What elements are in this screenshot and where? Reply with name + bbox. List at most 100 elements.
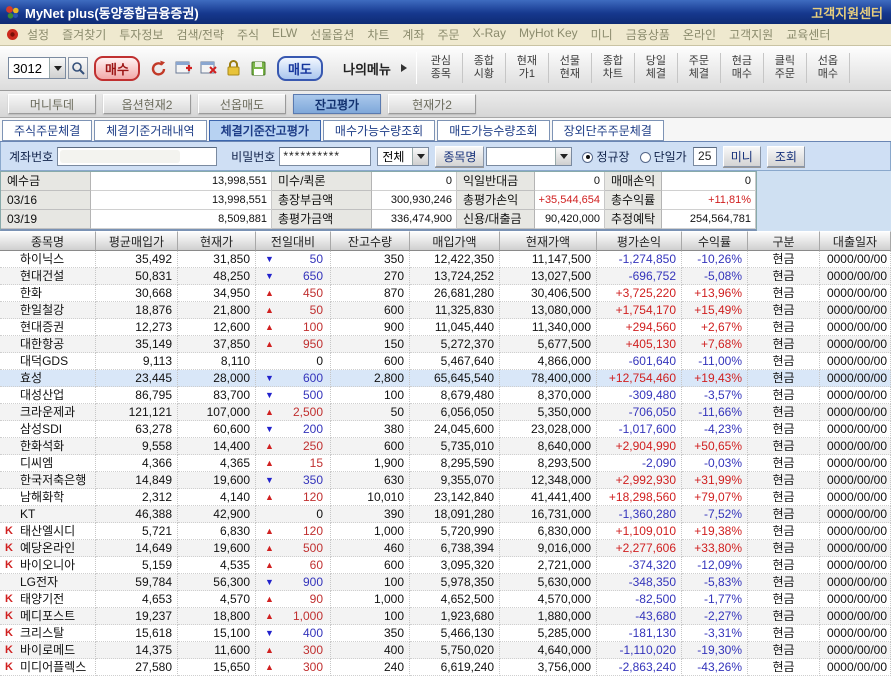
buy-button[interactable]: 매수 xyxy=(94,55,140,81)
stock-select[interactable] xyxy=(486,146,573,166)
menu-item[interactable]: 미니 xyxy=(590,28,613,42)
sub-tab[interactable]: 체결기준잔고평가 xyxy=(208,120,321,141)
table-row[interactable]: 크라운제과 121,121 107,000 2,500 50 6,056,050… xyxy=(0,404,891,421)
quick-screen-button[interactable]: 클릭 주문 xyxy=(764,53,807,83)
column-header[interactable]: 평가손익 xyxy=(597,231,682,251)
menu-item[interactable]: 차트 xyxy=(367,28,390,42)
my-menu-button[interactable]: 나의메뉴 xyxy=(343,61,391,77)
menu-item[interactable]: 투자정보 xyxy=(119,28,164,42)
column-header[interactable]: 종목명 xyxy=(0,231,96,251)
table-row[interactable]: 디씨엠 4,366 4,365 15 1,900 8,295,590 8,293… xyxy=(0,455,891,472)
menu-item[interactable]: 설정 xyxy=(27,28,50,42)
radio-single-label[interactable]: 단일가 xyxy=(653,149,687,164)
mini-button[interactable]: 미니 xyxy=(722,145,761,167)
sell-button[interactable]: 매도 xyxy=(277,55,323,81)
stock-dropdown-button[interactable] xyxy=(555,147,572,165)
table-row[interactable]: K 바이오니아 5,159 4,535 60 600 3,095,320 2,72… xyxy=(0,557,891,574)
menu-item[interactable]: 선물옵션 xyxy=(310,28,355,42)
expand-arrow-icon[interactable] xyxy=(400,64,407,72)
quick-screen-button[interactable]: 현금 매수 xyxy=(721,53,764,83)
column-header[interactable]: 수익률 xyxy=(682,231,748,251)
table-row[interactable]: K 태산엘시디 5,721 6,830 120 1,000 5,720,990 6… xyxy=(0,523,891,540)
table-row[interactable]: K 예당온라인 14,649 19,600 500 460 6,738,394 9… xyxy=(0,540,891,557)
scope-select[interactable]: 전체 xyxy=(377,146,430,166)
table-row[interactable]: KT 46,388 42,900 0 390 18,091,280 16,731… xyxy=(0,506,891,523)
window-tab[interactable]: 현재가2 xyxy=(388,94,476,114)
scope-dropdown-button[interactable] xyxy=(412,147,429,165)
window-tab[interactable]: 선옵매도 xyxy=(198,94,286,114)
password-input[interactable]: ********** xyxy=(279,146,372,166)
save-icon[interactable] xyxy=(249,59,268,78)
account-number-input[interactable] xyxy=(57,146,218,166)
table-row[interactable]: 대한항공 35,149 37,850 950 150 5,272,370 5,6… xyxy=(0,336,891,353)
quick-screen-button[interactable]: 선물 현재 xyxy=(549,53,592,83)
table-row[interactable]: 효성 23,445 28,000 600 2,800 65,645,540 78… xyxy=(0,370,891,387)
table-row[interactable]: 대성산업 86,795 83,700 500 100 8,679,480 8,3… xyxy=(0,387,891,404)
sub-tab[interactable]: 매도가능수량조회 xyxy=(437,120,550,141)
menu-item[interactable]: 교육센터 xyxy=(786,28,831,42)
window-tab[interactable]: 옵션현재2 xyxy=(103,94,191,114)
delete-item-icon[interactable] xyxy=(199,59,218,78)
menu-item[interactable]: 주문 xyxy=(437,28,460,42)
sub-tab[interactable]: 주식주문체결 xyxy=(2,120,93,141)
table-row[interactable]: 남해화학 2,312 4,140 120 10,010 23,142,840 4… xyxy=(0,489,891,506)
table-row[interactable]: K 크리스탈 15,618 15,100 400 350 5,466,130 5,… xyxy=(0,625,891,642)
column-header[interactable]: 현재가액 xyxy=(500,231,597,251)
column-header[interactable]: 평균매입가 xyxy=(96,231,178,251)
table-row[interactable]: 한화석화 9,558 14,400 250 600 5,735,010 8,64… xyxy=(0,438,891,455)
screen-search-button[interactable] xyxy=(68,57,88,79)
row-count-input[interactable]: 25 xyxy=(692,146,717,166)
add-item-icon[interactable] xyxy=(174,59,193,78)
quick-screen-button[interactable]: 종합 차트 xyxy=(592,53,635,83)
column-header[interactable]: 대출일자 xyxy=(820,231,891,251)
window-tab[interactable]: 머니투데 xyxy=(8,94,96,114)
stock-name-button[interactable]: 종목명 xyxy=(435,145,485,167)
menu-item[interactable]: X-Ray xyxy=(472,26,506,40)
menu-item[interactable]: MyHot Key xyxy=(518,26,578,40)
menu-item[interactable]: 주식 xyxy=(236,28,260,42)
radio-regular-label[interactable]: 정규장 xyxy=(596,149,630,164)
table-row[interactable]: K 태양기전 4,653 4,570 90 1,000 4,652,500 4,5… xyxy=(0,591,891,608)
sub-tab[interactable]: 매수가능수량조회 xyxy=(322,120,436,141)
menu-item[interactable]: 계좌 xyxy=(402,28,425,42)
table-row[interactable]: 한국저축은행 14,849 19,600 350 630 9,355,070 1… xyxy=(0,472,891,489)
table-row[interactable]: K 메디포스트 19,237 18,800 1,000 100 1,923,680… xyxy=(0,608,891,625)
quick-screen-button[interactable]: 현재 가1 xyxy=(506,53,549,83)
sub-tab[interactable]: 장외단주주문체결 xyxy=(551,120,664,141)
quick-screen-button[interactable]: 관심 종목 xyxy=(420,53,463,83)
sub-tab[interactable]: 체결기준거래내역 xyxy=(94,120,207,141)
quick-screen-button[interactable]: 당일 체결 xyxy=(635,53,678,83)
lock-icon[interactable] xyxy=(224,59,243,78)
radio-regular-market[interactable] xyxy=(582,151,594,163)
screen-code-combobox[interactable]: 3012 xyxy=(8,57,66,79)
radio-single-price[interactable] xyxy=(639,151,651,163)
menu-item[interactable]: 검색/전략 xyxy=(176,28,224,42)
table-row[interactable]: 한일철강 18,876 21,800 50 600 11,325,830 13,… xyxy=(0,302,891,319)
table-row[interactable]: 한화 30,668 34,950 450 870 26,681,280 30,4… xyxy=(0,285,891,302)
table-row[interactable]: LG전자 59,784 56,300 900 100 5,978,350 5,6… xyxy=(0,574,891,591)
table-row[interactable]: 현대건설 50,831 48,250 650 270 13,724,252 13… xyxy=(0,268,891,285)
column-header[interactable]: 현재가 xyxy=(178,231,256,251)
quick-screen-button[interactable]: 종합 시황 xyxy=(463,53,506,83)
column-header[interactable]: 전일대비 xyxy=(256,231,331,251)
column-header[interactable]: 구분 xyxy=(748,231,820,251)
table-row[interactable]: 하이닉스 35,492 31,850 50 350 12,422,350 11,… xyxy=(0,251,891,268)
query-button[interactable]: 조회 xyxy=(766,145,805,167)
quick-screen-button[interactable]: 주문 체결 xyxy=(678,53,721,83)
column-header[interactable]: 매입가액 xyxy=(410,231,500,251)
quick-screen-button[interactable]: 선옵 매수 xyxy=(807,53,850,83)
table-row[interactable]: 현대증권 12,273 12,600 100 900 11,045,440 11… xyxy=(0,319,891,336)
refresh-icon[interactable] xyxy=(149,59,168,78)
menu-item[interactable]: 금융상품 xyxy=(625,28,670,42)
menu-item[interactable]: 즐겨찾기 xyxy=(62,28,107,42)
menu-item[interactable]: ELW xyxy=(272,26,298,40)
table-row[interactable]: K 바이로메드 14,375 11,600 300 400 5,750,020 4… xyxy=(0,642,891,659)
column-header[interactable]: 잔고수량 xyxy=(331,231,410,251)
window-tab[interactable]: 잔고평가 xyxy=(293,94,381,114)
table-row[interactable]: 삼성SDI 63,278 60,600 200 380 24,045,600 2… xyxy=(0,421,891,438)
menu-item[interactable]: 온라인 xyxy=(682,28,717,42)
screen-code-dropdown-button[interactable] xyxy=(49,58,65,78)
menu-item[interactable]: 고객지원 xyxy=(729,28,774,42)
customer-support-link[interactable]: 고객지원센터 xyxy=(811,5,883,21)
